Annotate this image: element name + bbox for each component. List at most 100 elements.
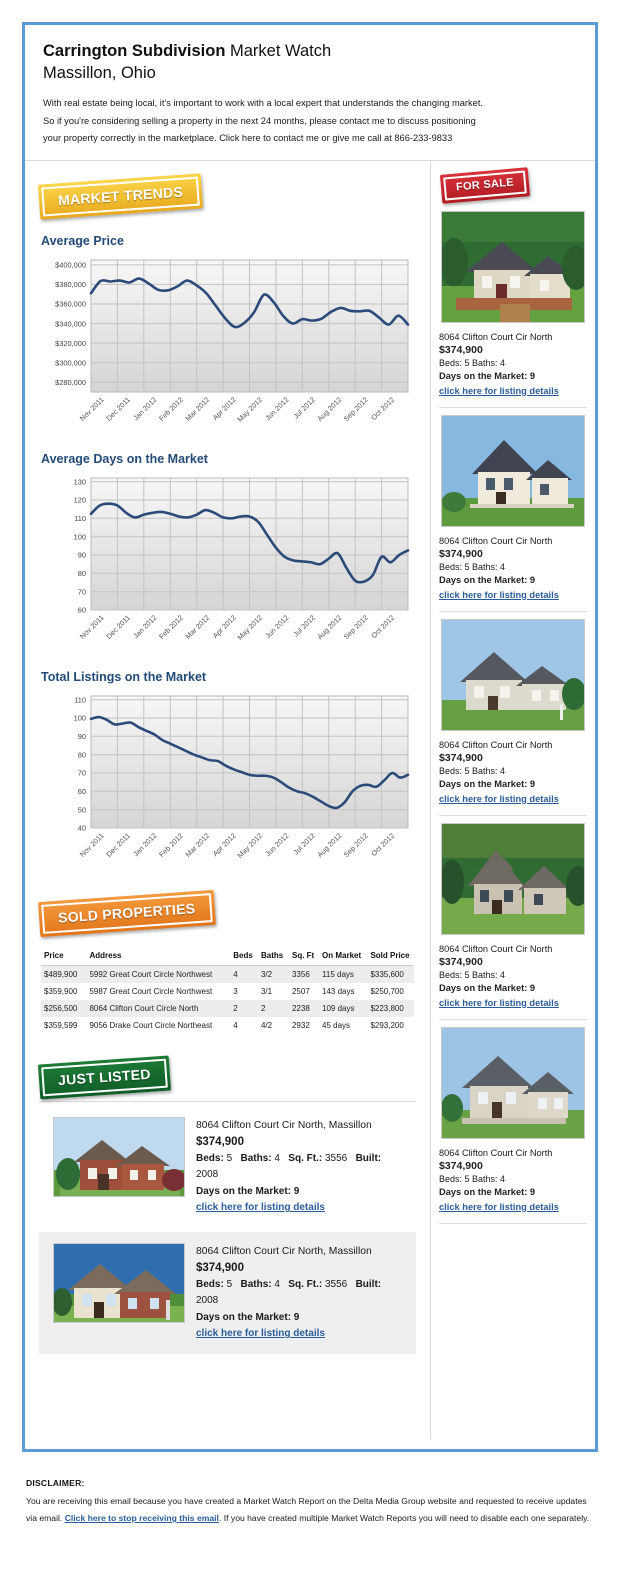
days-on-market: Days on the Market: 9 — [439, 574, 536, 585]
report-frame: Carrington Subdivision Market Watch Mass… — [22, 22, 598, 1452]
cell-address: 5992 Great Court Circle Northwest — [86, 965, 231, 983]
listing-details-link[interactable]: click here for listing details — [439, 793, 559, 804]
days-on-market: Days on the Market: 9 — [196, 1311, 300, 1323]
cell-baths: 3/2 — [257, 965, 289, 983]
report-body: MARKET TRENDS Average Price $280,000 $300… — [25, 160, 595, 1439]
svg-text:$380,000: $380,000 — [55, 280, 86, 289]
svg-text:Apr 2012: Apr 2012 — [211, 831, 238, 858]
intro-text: With real estate being local, it's impor… — [43, 95, 577, 148]
cell-baths: 3/1 — [260, 986, 273, 996]
svg-text:Oct 2012: Oct 2012 — [369, 613, 396, 640]
property-price: $374,900 — [439, 752, 483, 764]
property-beds-baths: Beds: 5 Baths: 4 — [439, 766, 506, 776]
just-listed-badge-label: JUST LISTED — [41, 1058, 168, 1096]
svg-text:Jul 2012: Jul 2012 — [291, 395, 317, 421]
chart-series-line — [89, 276, 410, 328]
built-label: Built: — [355, 1278, 382, 1290]
cell-on-market: 109 days — [319, 999, 368, 1017]
days-on-market: Days on the Market: 9 — [196, 1185, 300, 1197]
property-beds-baths: Beds: 5 Baths: 4 — [439, 970, 506, 980]
for-sale-card[interactable]: 8064 Clifton Court Cir North $374,900 Beds… — [439, 816, 587, 1020]
property-address: 8064 Clifton Court Cir North — [439, 739, 553, 750]
svg-text:Aug 2012: Aug 2012 — [315, 613, 343, 641]
svg-text:60: 60 — [78, 787, 86, 796]
for-sale-card[interactable]: 8064 Clifton Court Cir North $374,900 Beds… — [439, 612, 587, 816]
cell-sold-price: $293,200 — [370, 1020, 404, 1030]
property-beds-baths: Beds: 5 Baths: 4 — [439, 1174, 506, 1184]
svg-text:Oct 2012: Oct 2012 — [369, 831, 396, 858]
svg-text:110: 110 — [74, 695, 86, 704]
chart-title-total-listings: Total Listings on the Market — [41, 669, 207, 684]
svg-text:70: 70 — [78, 768, 86, 777]
subdivision-name: Carrington Subdivision — [43, 42, 226, 60]
listing-details-link[interactable]: click here for listing details — [439, 997, 559, 1008]
cell-beds: 2 — [230, 999, 258, 1017]
svg-text:Dec 2011: Dec 2011 — [104, 831, 132, 859]
svg-text:100: 100 — [74, 532, 86, 541]
svg-text:Jan 2012: Jan 2012 — [131, 613, 158, 640]
property-photo[interactable] — [53, 1242, 185, 1323]
disclaimer-section: DISCLAIMER: You are receiving this email… — [26, 1478, 596, 1527]
property-address: 8064 Clifton Court Cir North, Massillon — [196, 1119, 372, 1131]
property-photo[interactable] — [441, 414, 585, 527]
svg-text:100: 100 — [74, 713, 86, 722]
property-address: 8064 Clifton Court Cir North — [439, 1147, 553, 1158]
for-sale-card[interactable]: 8064 Clifton Court Cir North $374,900 Beds… — [439, 204, 587, 408]
cell-price: $256,500 — [41, 999, 87, 1017]
disclaimer-title: DISCLAIMER: — [26, 1478, 85, 1488]
svg-text:Jan 2012: Jan 2012 — [131, 831, 158, 858]
listing-details-link[interactable]: click here for listing details — [196, 1328, 325, 1339]
listing-details-link[interactable]: click here for listing details — [439, 385, 559, 396]
just-listed-card[interactable]: 8064 Clifton Court Cir North, Massillon $… — [39, 1231, 416, 1354]
property-photo[interactable] — [53, 1116, 185, 1197]
main-column: MARKET TRENDS Average Price $280,000 $300… — [25, 161, 430, 1439]
cell-address: 9056 Drake Court Circle Northeast — [89, 1020, 213, 1030]
chart-total-listings: Total Listings on the Market 40 50 60 70 80 9… — [25, 656, 430, 874]
table-row: $359,599 9056 Drake Court Circle Northeas… — [41, 1017, 414, 1034]
svg-text:Jun 2012: Jun 2012 — [263, 613, 290, 640]
for-sale-card[interactable]: 8064 Clifton Court Cir North $374,900 Beds… — [439, 1020, 587, 1224]
svg-text:Mar 2012: Mar 2012 — [183, 831, 211, 859]
chart-title-average-price: Average Price — [41, 233, 124, 248]
svg-text:50: 50 — [78, 805, 86, 814]
property-photo[interactable] — [441, 822, 585, 935]
svg-text:40: 40 — [78, 823, 86, 832]
property-specs: Beds: 5 Baths: 4 Sq. Ft.: 3556 Built: 20… — [196, 1277, 402, 1310]
sqft-label: Sq. Ft.: — [288, 1152, 323, 1164]
cell-on-market: 143 days — [322, 986, 355, 996]
unsubscribe-link[interactable]: Click here to stop receiving this email — [64, 1513, 219, 1523]
col-on-market: On Market — [319, 946, 368, 966]
svg-text:$300,000: $300,000 — [55, 358, 86, 367]
just-listed-list: 8064 Clifton Court Cir North, Massillon $… — [25, 1106, 430, 1354]
sqft-value: 3556 — [324, 1152, 348, 1164]
listing-details-link[interactable]: click here for listing details — [439, 589, 559, 600]
property-photo[interactable] — [441, 1026, 585, 1139]
property-photo[interactable] — [441, 618, 585, 731]
property-specs: Beds: 5 Baths: 4 Sq. Ft.: 3556 Built: 20… — [196, 1151, 402, 1184]
svg-text:May 2012: May 2012 — [235, 395, 264, 424]
cell-sqft: 2507 — [291, 986, 310, 996]
property-price: $374,900 — [439, 548, 483, 560]
for-sale-card[interactable]: 8064 Clifton Court Cir North $374,900 Beds… — [439, 408, 587, 612]
page-title: Carrington Subdivision Market Watch — [43, 41, 577, 62]
sold-table-body: $489,900 5992 Great Court Circle Northwes… — [41, 965, 414, 1034]
svg-text:Jun 2012: Jun 2012 — [263, 395, 290, 422]
just-listed-card[interactable]: 8064 Clifton Court Cir North, Massillon $… — [39, 1106, 416, 1228]
chart-series-line — [89, 501, 410, 584]
intro-line-1: With real estate being local, it's impor… — [43, 98, 483, 108]
sqft-value: 3556 — [324, 1278, 348, 1290]
sold-properties-section: Price Address Beds Baths Sq. Ft On Marke… — [25, 946, 430, 1034]
cell-price: $489,900 — [41, 965, 87, 983]
built-label: Built: — [355, 1152, 382, 1164]
cell-beds: 4 — [230, 965, 258, 983]
svg-text:Jan 2012: Jan 2012 — [131, 395, 158, 422]
svg-text:130: 130 — [74, 477, 86, 486]
sold-properties-badge: SOLD PROPERTIES — [37, 889, 216, 937]
disclaimer-body: You are receiving this email because you… — [26, 1493, 596, 1527]
sold-table-header-row: Price Address Beds Baths Sq. Ft On Marke… — [41, 946, 414, 966]
listing-details-link[interactable]: click here for listing details — [196, 1202, 325, 1213]
property-beds-baths: Beds: 5 Baths: 4 — [439, 358, 506, 368]
property-photo[interactable] — [441, 210, 585, 323]
listing-details-link[interactable]: click here for listing details — [439, 1201, 559, 1212]
